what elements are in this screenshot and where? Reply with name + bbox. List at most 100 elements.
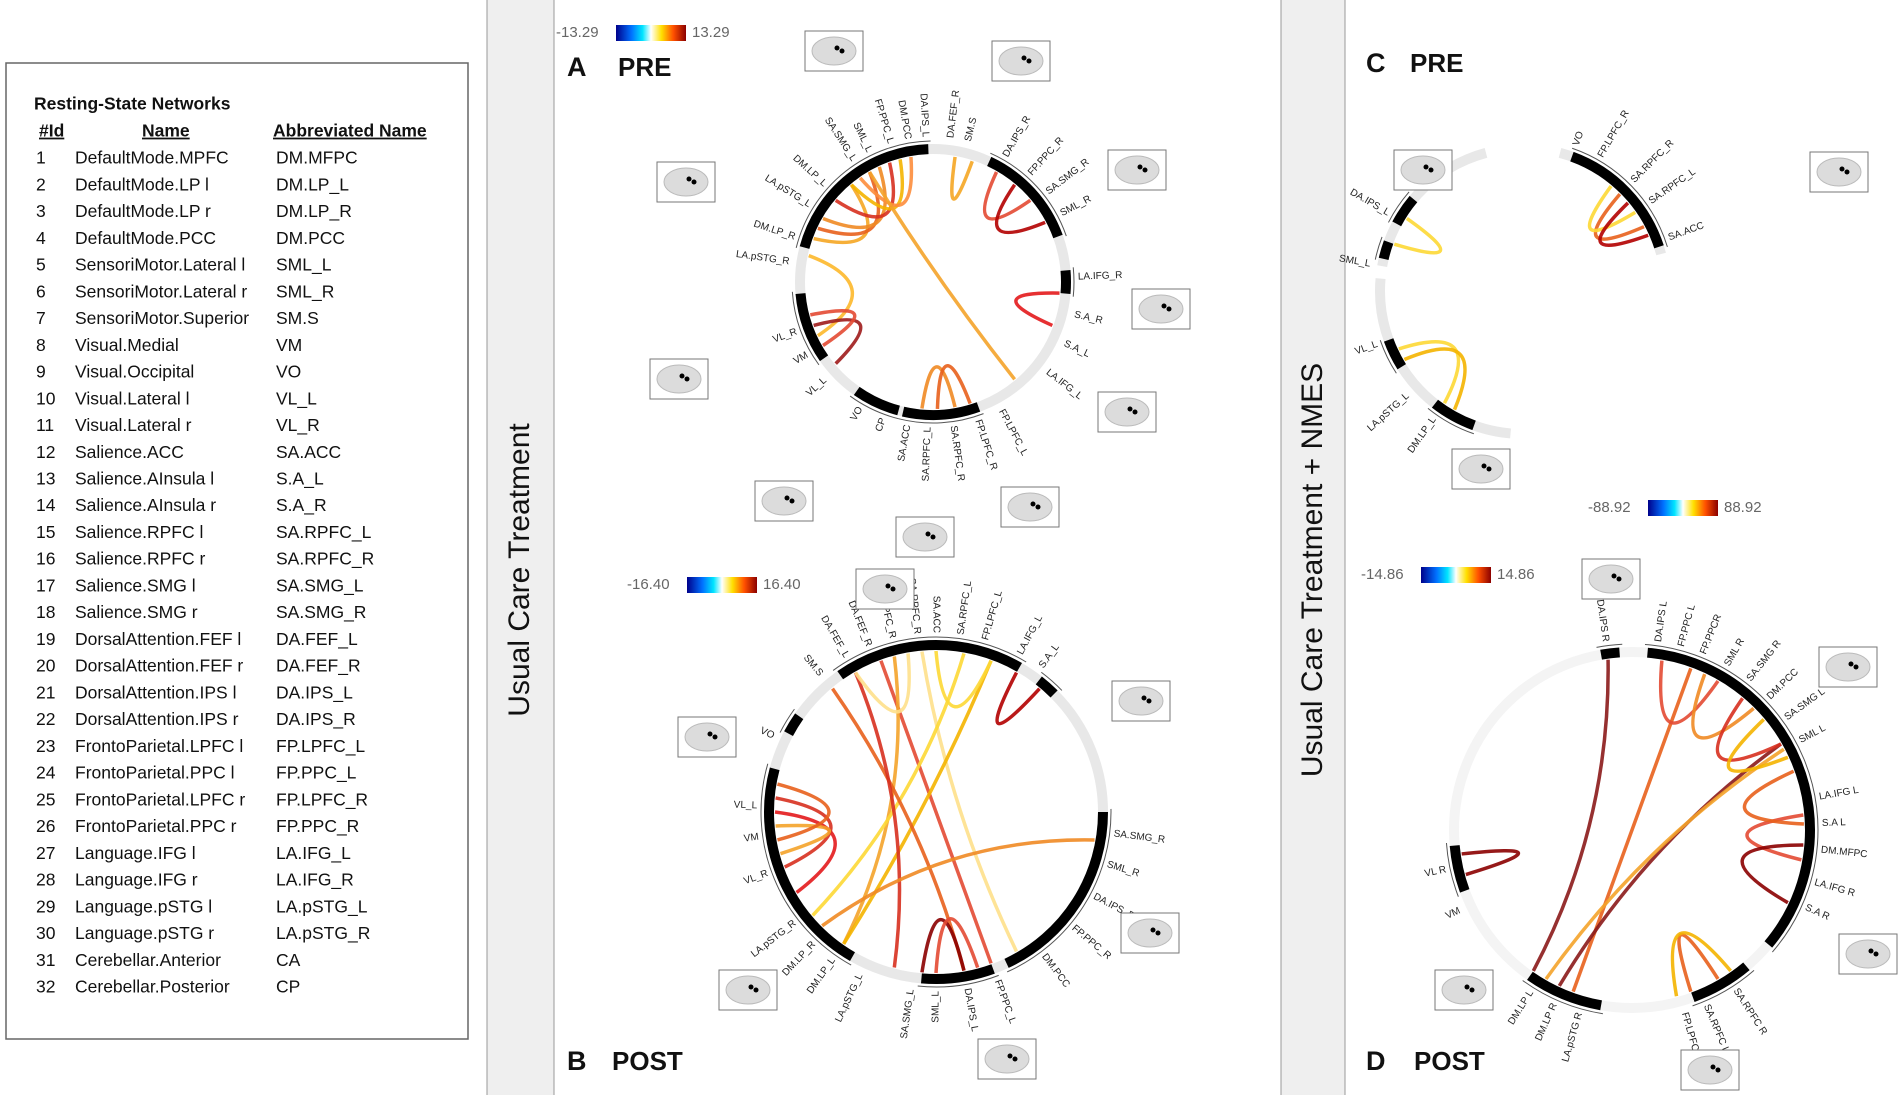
node-label: LA.pSTG_L <box>1365 390 1412 433</box>
panel-title: PRE <box>618 52 671 82</box>
ring-outline <box>1072 267 1075 297</box>
brain-dot <box>1012 1056 1018 1062</box>
table-cell: VL_R <box>276 415 320 436</box>
node-label: FP.PPC L <box>1676 603 1698 648</box>
node-label: VM <box>743 832 759 845</box>
table-cell: SA.RPFC_L <box>276 522 372 543</box>
node-label: FP.PPCR <box>1698 613 1724 656</box>
brain-dot <box>679 373 685 379</box>
brain-dot <box>1710 1064 1716 1070</box>
scale-min: -14.86 <box>1361 566 1404 583</box>
table-cell: SA.SMG_R <box>276 602 366 623</box>
brain-dot <box>1839 166 1845 172</box>
connection <box>1593 192 1645 241</box>
table-cell: SensoriMotor.Superior <box>75 308 249 328</box>
ring-segment <box>1647 647 1815 948</box>
brain-dot <box>930 534 936 540</box>
panel-title: POST <box>612 1046 683 1076</box>
brain-dot <box>1035 504 1041 510</box>
brain <box>663 167 709 197</box>
brain-dot <box>1611 573 1617 579</box>
table-header: #Id <box>39 121 64 141</box>
node-label: VO <box>758 725 776 741</box>
node-label: DM.PCC <box>1765 667 1801 702</box>
node-label: SA.ACC <box>896 424 913 463</box>
node-label: LA.IFG L <box>1818 785 1860 803</box>
brain <box>1687 1055 1733 1085</box>
table-cell: 15 <box>36 522 55 542</box>
node-label: SA.SMG L <box>1783 686 1828 723</box>
node-label: DM.LP_L <box>1406 415 1439 456</box>
table-cell: VL_L <box>276 388 317 409</box>
table-cell: DorsalAttention.IPS l <box>75 682 236 702</box>
brain-dot <box>686 176 692 182</box>
table-cell: DM.PCC <box>276 228 345 248</box>
connection <box>1677 932 1720 993</box>
brain-dot <box>1021 55 1027 61</box>
connection <box>934 650 993 709</box>
brain-dot <box>1481 463 1487 469</box>
brain-dot <box>890 586 896 592</box>
ring-outline <box>760 763 852 966</box>
node-label: DA.FEF_L <box>818 614 851 660</box>
node-label: SA.SMG R <box>1745 638 1784 683</box>
connection <box>842 656 900 945</box>
table-cell: 23 <box>36 736 55 756</box>
scale-min: -13.29 <box>556 24 599 41</box>
node-label: VL_L <box>1354 339 1380 357</box>
node-label: SA.RPFC_R <box>948 425 967 482</box>
connection <box>1726 718 1789 773</box>
connection <box>821 838 1095 928</box>
connection <box>1587 185 1637 233</box>
ring-outline <box>849 395 900 420</box>
brain <box>1588 564 1634 594</box>
table-cell: LA.IFG_R <box>276 870 354 891</box>
node-label: SA.ACC <box>1667 220 1706 243</box>
table-cell: FrontoParietal.LPFC r <box>75 789 245 809</box>
table-cell: 4 <box>36 228 46 248</box>
brain-dot <box>748 984 754 990</box>
table-cell: Visual.Lateral r <box>75 415 192 435</box>
ring-segment <box>987 156 1063 239</box>
table-cell: LA.pSTG_R <box>276 923 370 944</box>
node-label: SML_R <box>1059 194 1094 219</box>
colorbar <box>687 577 757 593</box>
table-cell: 9 <box>36 362 46 382</box>
node-label: SA.SMG_R <box>1113 828 1166 845</box>
connection <box>842 660 993 945</box>
table-cell: 28 <box>36 870 55 890</box>
table-cell: SensoriMotor.Lateral r <box>75 281 247 301</box>
brain <box>684 722 730 752</box>
panel-title: POST <box>1414 1046 1485 1076</box>
colorbar <box>1421 567 1491 583</box>
ring-outline <box>1379 339 1397 374</box>
brain-dot <box>1616 576 1622 582</box>
brain-dot <box>712 734 718 740</box>
node-label: DA.IPS R <box>1594 599 1611 643</box>
connection <box>1745 813 1804 862</box>
brain-dot <box>691 179 697 185</box>
table-cell: Visual.Lateral l <box>75 388 189 408</box>
table-cell: SensoriMotor.Lateral l <box>75 255 245 275</box>
node-label: LA.pSTG_R <box>749 918 798 960</box>
node-label: DM.LP L <box>1506 988 1536 1027</box>
ring-segment <box>1378 240 1394 261</box>
panel-title: PRE <box>1410 48 1463 78</box>
connection <box>1398 340 1461 405</box>
table-cell: 13 <box>36 469 55 489</box>
table-cell: DA.FEF_L <box>276 629 358 650</box>
ring-segment <box>1527 971 1603 1011</box>
table-cell: 22 <box>36 709 55 729</box>
table-cell: DorsalAttention.FEF r <box>75 656 243 676</box>
brain <box>1118 686 1164 716</box>
table-cell: DM.MFPC <box>276 148 358 168</box>
table-cell: Cerebellar.Anterior <box>75 950 221 970</box>
table-cell: DefaultMode.PCC <box>75 228 216 248</box>
brain <box>1458 454 1504 484</box>
node-label: FP.PPC_L <box>992 978 1018 1025</box>
connection <box>1670 931 1732 997</box>
connection <box>813 317 863 365</box>
ring-segment <box>1691 962 1750 1002</box>
connection <box>1403 347 1467 411</box>
ring-outline <box>1041 671 1063 691</box>
